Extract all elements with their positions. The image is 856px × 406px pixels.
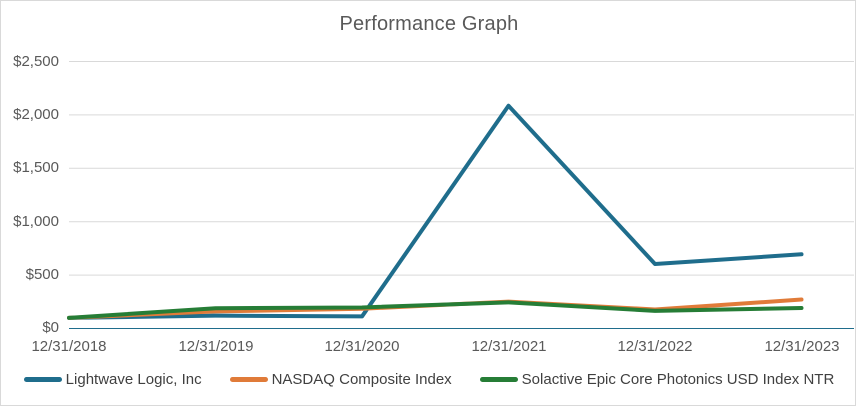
x-axis-label: 12/31/2023 <box>764 338 840 355</box>
y-axis-label: $500 <box>25 266 59 283</box>
x-axis-label: 12/31/2022 <box>617 338 693 355</box>
series-line-0 <box>67 103 804 320</box>
x-axis-label: 12/31/2020 <box>324 338 400 355</box>
legend-line-swatch <box>23 377 62 382</box>
y-axis-label: $1,000 <box>13 213 59 230</box>
y-axis-label: $2,000 <box>13 106 59 123</box>
legend-item-lightwave-logic: Lightwave Logic, Inc <box>23 371 202 388</box>
series-line-2 <box>67 300 804 320</box>
x-axis-label: 12/31/2018 <box>31 338 107 355</box>
legend-label: Solactive Epic Core Photonics USD Index … <box>521 371 835 388</box>
y-axis-label: $1,500 <box>13 159 59 176</box>
legend-label: Lightwave Logic, Inc <box>65 371 202 388</box>
chart-title: Performance Graph <box>339 13 519 35</box>
legend-line-swatch <box>479 377 518 382</box>
x-axis-label: 12/31/2021 <box>471 338 547 355</box>
y-axis-label: $2,500 <box>13 53 59 70</box>
x-axis-label: 12/31/2019 <box>178 338 254 355</box>
legend-line-swatch <box>229 377 268 382</box>
y-axis-label: $0 <box>42 319 59 336</box>
chart-legend: Lightwave Logic, Inc NASDAQ Composite In… <box>1 371 855 388</box>
legend-label: NASDAQ Composite Index <box>271 371 452 388</box>
legend-item-nasdaq-composite: NASDAQ Composite Index <box>229 371 452 388</box>
legend-item-solactive-photonics: Solactive Epic Core Photonics USD Index … <box>479 371 835 388</box>
